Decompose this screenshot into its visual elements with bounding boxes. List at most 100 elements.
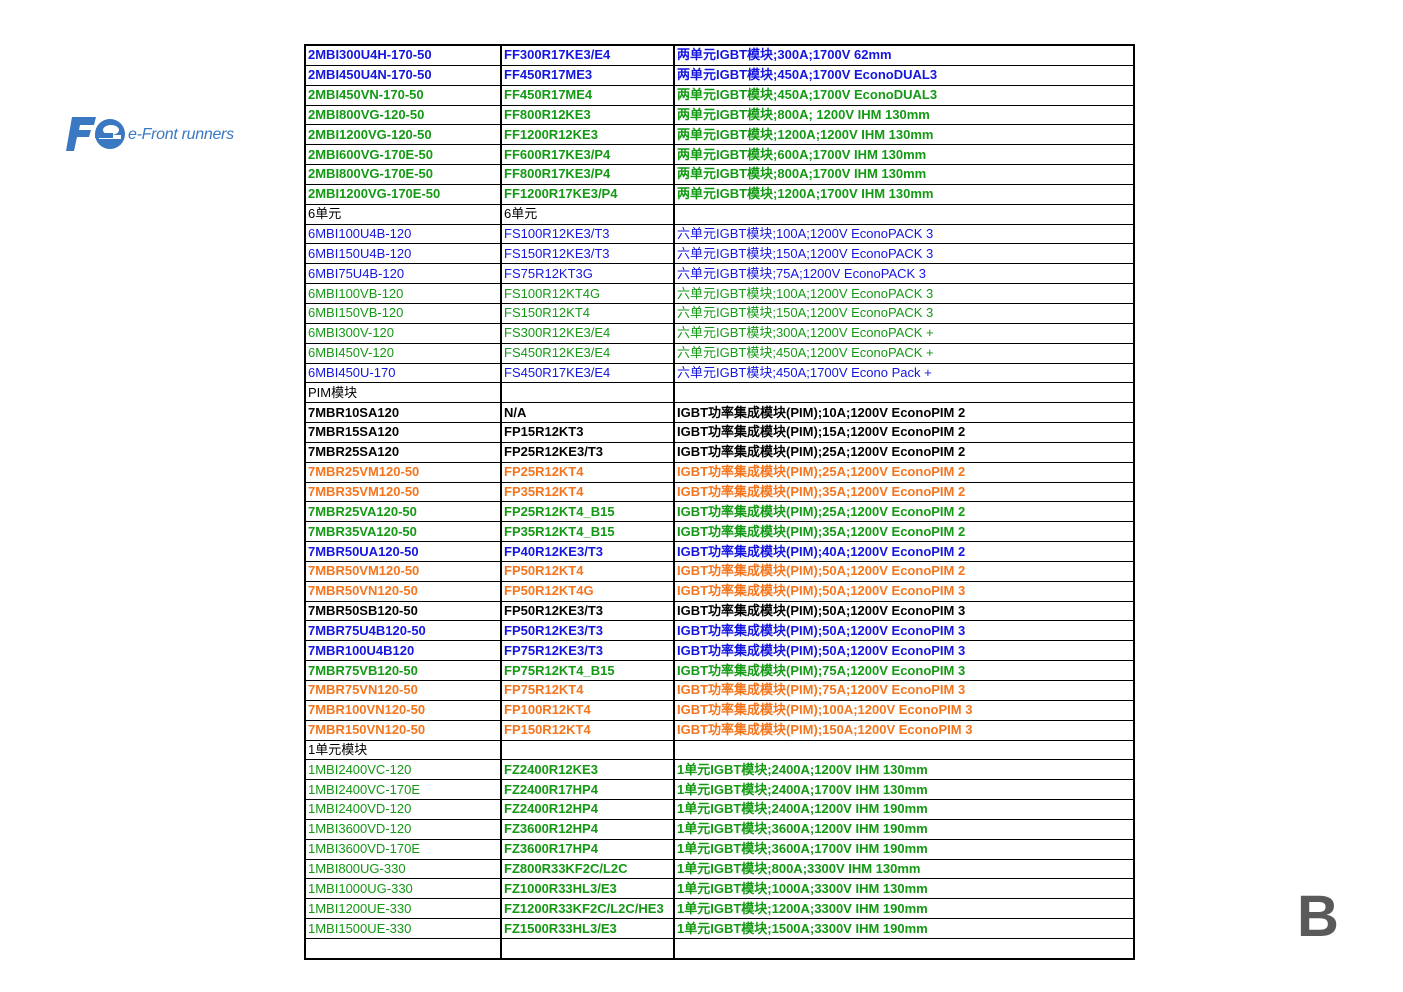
table-row: 2MBI450VN-170-50 FF450R17ME4 两单元IGBT模块;450… — [304, 84, 1135, 106]
logo-tagline: e-Front runners — [128, 126, 234, 143]
table-row: 7MBR50UA120-50 FP40R12KE3/T3 IGBT功率集成模块(PI… — [304, 541, 1135, 562]
fuji-part-cell: 6单元 — [304, 203, 502, 225]
fuji-part-cell: 6MBI100U4B-120 — [304, 223, 502, 245]
infineon-part-cell: 6单元 — [500, 203, 675, 225]
fuji-part-cell: 6MBI450U-170 — [304, 362, 502, 384]
description-cell: IGBT功率集成模块(PIM);100A;1200V EconoPIM 3 — [673, 699, 1135, 721]
description-cell: IGBT功率集成模块(PIM);40A;1200V EconoPIM 2 — [673, 541, 1135, 562]
fuji-part-cell: 2MBI300U4H-170-50 — [304, 44, 502, 66]
fuji-part-cell: PIM模块 — [304, 382, 502, 404]
fuji-part-cell — [304, 937, 502, 960]
description-cell: 两单元IGBT模块;800A; 1200V IHM 130mm — [673, 104, 1135, 126]
fuji-part-cell: 2MBI1200VG-170E-50 — [304, 183, 502, 205]
fuji-part-cell: 7MBR50VM120-50 — [304, 560, 502, 582]
infineon-part-cell: FZ800R33KF2C/L2C — [500, 858, 675, 880]
infineon-part-cell: FZ1000R33HL3/E3 — [500, 878, 675, 900]
infineon-part-cell: FP50R12KT4G — [500, 580, 675, 602]
fe-logo-icon — [66, 117, 125, 151]
infineon-part-cell: FF450R17ME3 — [500, 64, 675, 86]
infineon-part-cell: FZ2400R17HP4 — [500, 779, 675, 801]
table-row: 2MBI1200VG-170E-50 FF1200R17KE3/P4 两单元IGBT… — [304, 183, 1135, 205]
fuji-part-cell: 6MBI450V-120 — [304, 342, 502, 364]
infineon-part-cell: FS100R12KT4G — [500, 283, 675, 304]
description-cell: 两单元IGBT模块;600A;1700V IHM 130mm — [673, 144, 1135, 166]
fuji-part-cell: 2MBI1200VG-120-50 — [304, 124, 502, 146]
infineon-part-cell: FF800R12KE3 — [500, 104, 675, 126]
fuji-part-cell: 1MBI3600VD-120 — [304, 818, 502, 840]
infineon-part-cell: FP100R12KT4 — [500, 699, 675, 721]
infineon-part-cell: FF800R17KE3/P4 — [500, 164, 675, 185]
table-row: 7MBR25SA120 FP25R12KE3/T3 IGBT功率集成模块(PIM);… — [304, 441, 1135, 463]
fuji-part-cell: 7MBR35VA120-50 — [304, 521, 502, 543]
table-row: 6单元 6单元 — [304, 203, 1135, 225]
description-cell: IGBT功率集成模块(PIM);50A;1200V EconoPIM 3 — [673, 640, 1135, 662]
table-row: 7MBR25VA120-50 FP25R12KT4_B15 IGBT功率集成模块(P… — [304, 501, 1135, 523]
table-row: 6MBI300V-120 FS300R12KE3/E4 六单元IGBT模块;300A… — [304, 322, 1135, 344]
table-row: 7MBR150VN120-50 FP150R12KT4 IGBT功率集成模块(PIM… — [304, 719, 1135, 741]
table-row: 1MBI1500UE-330 FZ1500R33HL3/E3 1单元IGBT模块;1… — [304, 918, 1135, 939]
fuji-part-cell: 7MBR50SB120-50 — [304, 600, 502, 622]
table-row: 7MBR35VM120-50 FP35R12KT4 IGBT功率集成模块(PIM);… — [304, 481, 1135, 503]
fuji-part-cell: 7MBR50UA120-50 — [304, 541, 502, 562]
table-row: 7MBR75U4B120-50 FP50R12KE3/T3 IGBT功率集成模块(P… — [304, 620, 1135, 642]
table-row: 7MBR50SB120-50 FP50R12KE3/T3 IGBT功率集成模块(PI… — [304, 600, 1135, 622]
table-row: 7MBR15SA120 FP15R12KT3 IGBT功率集成模块(PIM);15A… — [304, 422, 1135, 443]
fuji-part-cell: 7MBR25VA120-50 — [304, 501, 502, 523]
infineon-part-cell: FP50R12KT4 — [500, 560, 675, 582]
description-cell: IGBT功率集成模块(PIM);75A;1200V EconoPIM 3 — [673, 660, 1135, 681]
description-cell: 两单元IGBT模块;1200A;1200V IHM 130mm — [673, 124, 1135, 146]
description-cell: IGBT功率集成模块(PIM);35A;1200V EconoPIM 2 — [673, 521, 1135, 543]
infineon-part-cell: FZ3600R17HP4 — [500, 838, 675, 860]
description-cell: 两单元IGBT模块;800A;1700V IHM 130mm — [673, 164, 1135, 185]
description-cell: 1单元IGBT模块;2400A;1200V IHM 190mm — [673, 799, 1135, 820]
description-cell: 1单元IGBT模块;800A;3300V IHM 130mm — [673, 858, 1135, 880]
table-row: 7MBR10SA120 N/A IGBT功率集成模块(PIM);10A;1200V … — [304, 402, 1135, 424]
infineon-part-cell: FS450R12KE3/E4 — [500, 342, 675, 364]
description-cell: 六单元IGBT模块;450A;1700V Econo Pack + — [673, 362, 1135, 384]
fuji-part-cell: 7MBR25SA120 — [304, 441, 502, 463]
infineon-part-cell: FP15R12KT3 — [500, 422, 675, 443]
fuji-part-cell: 2MBI800VG-170E-50 — [304, 164, 502, 185]
description-cell: 1单元IGBT模块;1000A;3300V IHM 130mm — [673, 878, 1135, 900]
fuji-part-cell: 1MBI3600VD-170E — [304, 838, 502, 860]
fuji-part-cell: 1MBI1200UE-330 — [304, 898, 502, 920]
infineon-part-cell: FP50R12KE3/T3 — [500, 620, 675, 642]
infineon-part-cell: FP150R12KT4 — [500, 719, 675, 741]
description-cell: IGBT功率集成模块(PIM);50A;1200V EconoPIM 3 — [673, 620, 1135, 642]
table-row: 1单元模块 — [304, 739, 1135, 761]
infineon-part-cell: FS300R12KE3/E4 — [500, 322, 675, 344]
infineon-part-cell: FS450R17KE3/E4 — [500, 362, 675, 384]
infineon-part-cell: FP40R12KE3/T3 — [500, 541, 675, 562]
table-row — [304, 937, 1135, 960]
description-cell: 六单元IGBT模块;150A;1200V EconoPACK 3 — [673, 302, 1135, 324]
fuji-part-cell: 1MBI2400VD-120 — [304, 799, 502, 820]
fuji-part-cell: 2MBI450U4N-170-50 — [304, 64, 502, 86]
infineon-part-cell: FZ1200R33KF2C/L2C/HE3 — [500, 898, 675, 920]
description-cell: 两单元IGBT模块;1200A;1700V IHM 130mm — [673, 183, 1135, 205]
table-row: 6MBI150VB-120 FS150R12KT4 六单元IGBT模块;150A;1… — [304, 302, 1135, 324]
table-row: 7MBR100U4B120 FP75R12KE3/T3 IGBT功率集成模块(PIM… — [304, 640, 1135, 662]
table-row: 1MBI3600VD-170E FZ3600R17HP4 1单元IGBT模块;360… — [304, 838, 1135, 860]
page-letter: B — [1297, 884, 1339, 949]
table-row: PIM模块 — [304, 382, 1135, 404]
infineon-part-cell: N/A — [500, 402, 675, 424]
description-cell: 1单元IGBT模块;1200A;3300V IHM 190mm — [673, 898, 1135, 920]
fuji-part-cell: 6MBI300V-120 — [304, 322, 502, 344]
fuji-part-cell: 7MBR15SA120 — [304, 422, 502, 443]
fuji-part-cell: 7MBR75VN120-50 — [304, 680, 502, 701]
description-cell — [673, 739, 1135, 761]
description-cell: 六单元IGBT模块;300A;1200V EconoPACK + — [673, 322, 1135, 344]
description-cell — [673, 203, 1135, 225]
infineon-part-cell: FP75R12KT4_B15 — [500, 660, 675, 681]
table-row: 6MBI100VB-120 FS100R12KT4G 六单元IGBT模块;100A;… — [304, 283, 1135, 304]
fuji-part-cell: 6MBI150VB-120 — [304, 302, 502, 324]
infineon-part-cell: FF1200R12KE3 — [500, 124, 675, 146]
table-row: 6MBI450U-170 FS450R17KE3/E4 六单元IGBT模块;450A… — [304, 362, 1135, 384]
fuji-part-cell: 1MBI800UG-330 — [304, 858, 502, 880]
table-row: 1MBI800UG-330 FZ800R33KF2C/L2C 1单元IGBT模块;8… — [304, 858, 1135, 880]
table-row: 6MBI75U4B-120 FS75R12KT3G 六单元IGBT模块;75A;12… — [304, 263, 1135, 285]
description-cell: 1单元IGBT模块;1500A;3300V IHM 190mm — [673, 918, 1135, 939]
description-cell: IGBT功率集成模块(PIM);10A;1200V EconoPIM 2 — [673, 402, 1135, 424]
infineon-part-cell: FP35R12KT4_B15 — [500, 521, 675, 543]
description-cell: 两单元IGBT模块;300A;1700V 62mm — [673, 44, 1135, 66]
